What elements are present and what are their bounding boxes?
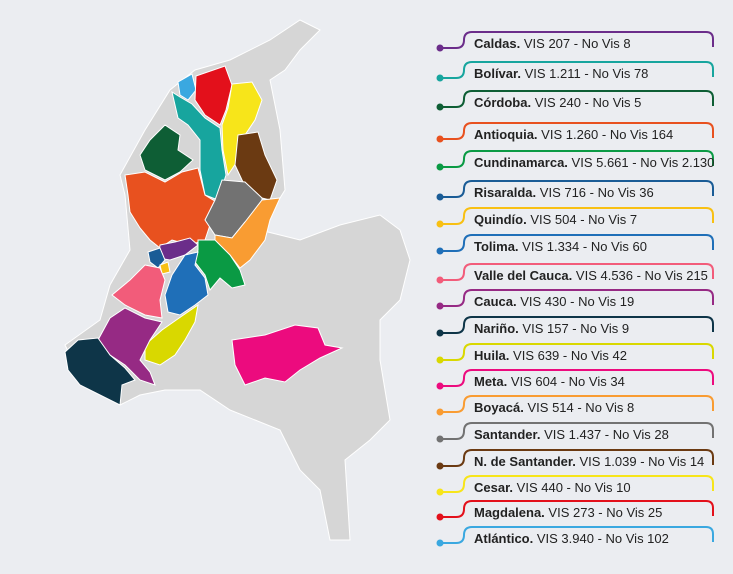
legend-item: Magdalena. VIS 273 - No Vis 25 (434, 500, 719, 526)
legend-bracket-icon (436, 395, 714, 416)
legend-bracket-icon (436, 207, 714, 228)
legend-bracket-icon (436, 180, 714, 201)
legend-item: N. de Santander. VIS 1.039 - No Vis 14 (434, 449, 719, 475)
legend-bracket-icon (436, 289, 714, 310)
legend-department: Córdoba. (474, 95, 532, 110)
legend-bracket-icon (436, 61, 714, 82)
legend-item: Risaralda. VIS 716 - No Vis 36 (434, 180, 719, 206)
legend-bracket-icon (436, 343, 714, 364)
legend-bracket-icon (436, 422, 714, 443)
legend-department: Nariño. (474, 321, 519, 336)
legend-item: Caldas. VIS 207 - No Vis 8 (434, 31, 719, 57)
legend-item: Atlántico. VIS 3.940 - No Vis 102 (434, 526, 719, 552)
legend-department: N. de Santander. (474, 454, 576, 469)
legend-item: Córdoba. VIS 240 - No Vis 5 (434, 90, 719, 116)
legend-item: Bolívar. VIS 1.211 - No Vis 78 (434, 61, 719, 87)
legend-bracket-icon (436, 526, 714, 547)
dept-narino (64, 337, 136, 406)
legend-values: VIS 440 - No Vis 10 (516, 480, 631, 495)
legend-bracket-icon (436, 90, 714, 111)
dept-valle (111, 264, 166, 319)
legend-values: VIS 273 - No Vis 25 (548, 505, 663, 520)
legend-department: Quindío. (474, 212, 527, 227)
legend-values: VIS 207 - No Vis 8 (523, 36, 631, 51)
legend-values: VIS 716 - No Vis 36 (539, 185, 654, 200)
legend-department: Santander. (474, 427, 541, 442)
legend-values: VIS 1.039 - No Vis 14 (579, 454, 705, 469)
legend-item: Huila. VIS 639 - No Vis 42 (434, 343, 719, 369)
dept-atlantico (177, 73, 197, 101)
legend-values: VIS 430 - No Vis 19 (520, 294, 635, 309)
colombia-map (64, 19, 411, 541)
legend-item: Quindío. VIS 504 - No Vis 7 (434, 207, 719, 233)
legend-bracket-icon (436, 475, 714, 496)
legend-department: Magdalena. (474, 505, 545, 520)
legend-bracket-icon (436, 122, 714, 143)
legend-values: VIS 514 - No Vis 8 (527, 400, 635, 415)
legend-item: Santander. VIS 1.437 - No Vis 28 (434, 422, 719, 448)
dept-cordoba (139, 124, 194, 181)
legend-item: Cauca. VIS 430 - No Vis 19 (434, 289, 719, 315)
legend-department: Bolívar. (474, 66, 521, 81)
dept-magdalena (194, 65, 233, 126)
legend-values: VIS 3.940 - No Vis 102 (536, 531, 669, 546)
legend-bracket-icon (436, 449, 714, 470)
legend-department: Huila. (474, 348, 510, 363)
legend-item: Antioquia. VIS 1.260 - No Vis 164 (434, 122, 719, 148)
legend-bracket-icon (436, 31, 714, 52)
legend-department: Caldas. (474, 36, 521, 51)
legend-values: VIS 1.211 - No Vis 78 (524, 66, 649, 81)
legend-department: Tolima. (474, 239, 519, 254)
dept-tolima (164, 251, 209, 316)
legend-values: VIS 5.661 - No Vis 2.130 (571, 155, 715, 170)
legend-item: Valle del Cauca. VIS 4.536 - No Vis 215 (434, 263, 719, 289)
legend-department: Boyacá. (474, 400, 524, 415)
legend-values: VIS 504 - No Vis 7 (530, 212, 638, 227)
legend-item: Boyacá. VIS 514 - No Vis 8 (434, 395, 719, 421)
legend-values: VIS 4.536 - No Vis 215 (575, 268, 708, 283)
legend-bracket-icon (436, 316, 714, 337)
dept-meta (231, 324, 344, 386)
legend-item: Tolima. VIS 1.334 - No Vis 60 (434, 234, 719, 260)
legend-department: Cesar. (474, 480, 514, 495)
legend-bracket-icon (436, 263, 714, 284)
legend-bracket-icon (436, 234, 714, 255)
legend-department: Cundinamarca. (474, 155, 568, 170)
legend-bracket-icon (436, 369, 714, 390)
legend-bracket-icon (436, 500, 714, 521)
legend-values: VIS 1.334 - No Vis 60 (522, 239, 647, 254)
legend-values: VIS 157 - No Vis 9 (522, 321, 630, 336)
legend-values: VIS 604 - No Vis 34 (510, 374, 625, 389)
legend-values: VIS 1.437 - No Vis 28 (544, 427, 669, 442)
legend-values: VIS 240 - No Vis 5 (534, 95, 642, 110)
legend-department: Atlántico. (474, 531, 534, 546)
legend-item: Cundinamarca. VIS 5.661 - No Vis 2.130 (434, 150, 719, 176)
dept-boyaca (214, 197, 281, 269)
legend-item: Cesar. VIS 440 - No Vis 10 (434, 475, 719, 501)
legend-item: Nariño. VIS 157 - No Vis 9 (434, 316, 719, 342)
legend-department: Valle del Cauca. (474, 268, 573, 283)
dept-huila (144, 303, 199, 366)
legend-department: Meta. (474, 374, 508, 389)
legend-department: Antioquia. (474, 127, 538, 142)
legend-department: Risaralda. (474, 185, 537, 200)
legend-department: Cauca. (474, 294, 517, 309)
legend-values: VIS 1.260 - No Vis 164 (541, 127, 674, 142)
legend-item: Meta. VIS 604 - No Vis 34 (434, 369, 719, 395)
legend-bracket-icon (436, 150, 714, 171)
legend-values: VIS 639 - No Vis 42 (513, 348, 627, 363)
